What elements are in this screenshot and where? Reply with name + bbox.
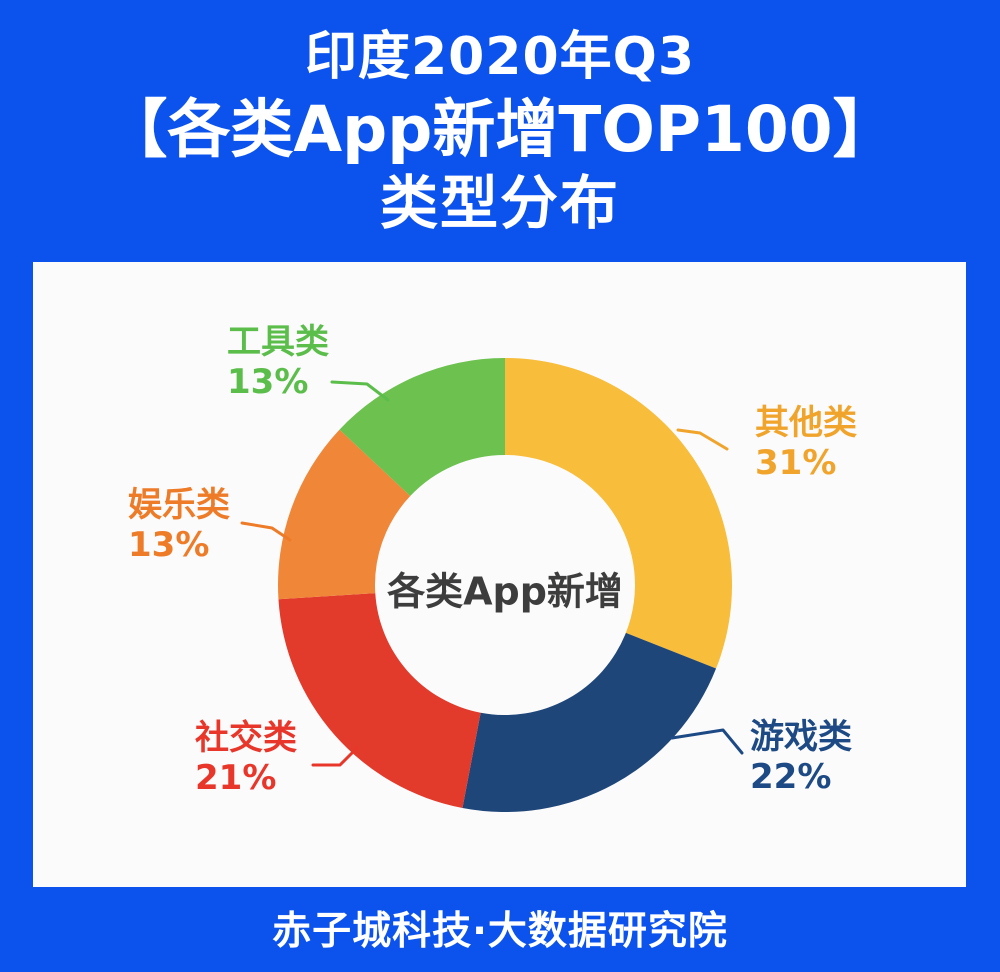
title-line-2: 【各类App新增TOP100】 <box>104 92 896 166</box>
slice-label-tools: 工具类 13% <box>227 322 329 402</box>
donut-chart <box>240 358 744 813</box>
title-line-1: 印度2020年Q3 <box>304 27 696 87</box>
leader-line-3 <box>240 521 292 542</box>
slice-value: 21% <box>195 758 277 798</box>
footer-credit: 赤子城科技·大数据研究院 <box>272 909 728 954</box>
leader-line-2 <box>311 746 359 767</box>
slice-name: 娱乐类 <box>128 485 230 525</box>
slice-value: 22% <box>750 757 832 797</box>
leader-line-0 <box>676 428 729 451</box>
donut-slice-1 <box>462 632 717 813</box>
leader-line-1 <box>670 728 744 755</box>
slice-label-social: 社交类 21% <box>195 718 297 798</box>
slice-label-other: 其他类 31% <box>755 403 857 483</box>
donut-slice-3 <box>278 429 411 600</box>
donut-slice-4 <box>339 358 505 497</box>
chart-card: 各类App新增 其他类 31% 游戏类 22% 社交类 21% 娱乐类 13% … <box>33 262 966 887</box>
title-line-3: 类型分布 <box>379 168 620 237</box>
slice-label-games: 游戏类 22% <box>750 717 852 797</box>
slice-label-entertainment: 娱乐类 13% <box>128 485 230 565</box>
slice-name: 社交类 <box>195 718 297 758</box>
donut-slice-0 <box>505 358 732 669</box>
leader-line-4 <box>330 380 390 402</box>
header: 印度2020年Q3 【各类App新增TOP100】 类型分布 <box>0 0 1000 234</box>
slice-name: 工具类 <box>227 322 329 362</box>
slice-value: 13% <box>227 362 309 402</box>
slice-value: 31% <box>755 443 837 483</box>
slice-name: 游戏类 <box>750 717 852 757</box>
slice-value: 13% <box>128 525 210 565</box>
donut-center-label: 各类App新增 <box>387 569 623 614</box>
slice-name: 其他类 <box>755 403 857 443</box>
donut-slice-2 <box>278 593 481 808</box>
